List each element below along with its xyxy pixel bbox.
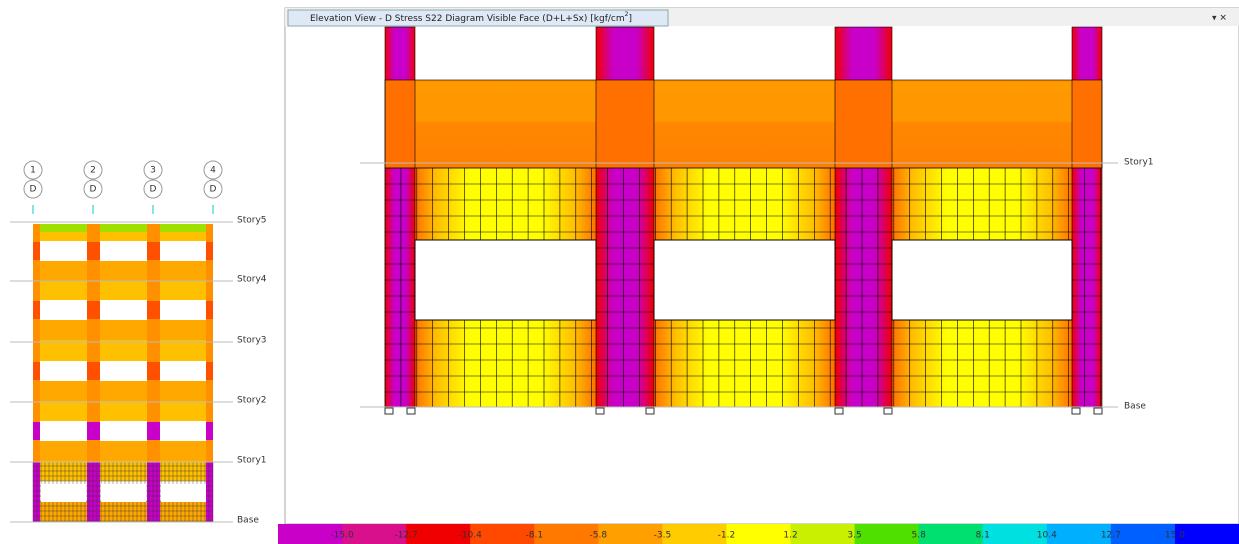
column-joint xyxy=(147,301,160,319)
beam-face xyxy=(654,82,835,122)
column-joint xyxy=(835,80,892,168)
legend-label: 15.0 xyxy=(1165,531,1185,541)
right-view: Story1 Base xyxy=(360,27,1154,414)
grid-line-label: D xyxy=(210,185,217,195)
story-label: Story1 xyxy=(1124,158,1154,168)
column-joint xyxy=(87,362,100,380)
legend-label: 12.7 xyxy=(1101,531,1121,541)
wall-lower xyxy=(415,320,596,407)
legend-label: -10.4 xyxy=(459,531,483,541)
story-label: Story2 xyxy=(237,396,267,406)
opening-band xyxy=(40,361,206,381)
opening xyxy=(101,484,146,502)
column-joint xyxy=(147,422,160,440)
column-joint xyxy=(87,422,100,440)
grid-line-label: D xyxy=(150,185,157,195)
legend-label: 10.4 xyxy=(1037,531,1057,541)
column-joint xyxy=(147,242,160,260)
wall-upper xyxy=(654,168,835,240)
story-label: Base xyxy=(237,516,259,526)
legend-label: 3.5 xyxy=(847,531,861,541)
opening xyxy=(654,240,835,320)
legend-band xyxy=(855,524,920,544)
beam xyxy=(33,320,213,340)
column-joint xyxy=(147,362,160,380)
story-label: Story3 xyxy=(237,336,267,346)
story-label: Base xyxy=(1124,402,1146,412)
legend-label: -5.8 xyxy=(590,531,608,541)
legend-label: -15.0 xyxy=(330,531,354,541)
grid-number: 1 xyxy=(30,166,36,176)
column-joint xyxy=(385,80,415,168)
wall-upper xyxy=(892,168,1072,240)
legend-label: -1.2 xyxy=(718,531,736,541)
opening xyxy=(415,240,596,320)
column-joint xyxy=(206,301,213,319)
screen: Story5 Story4 Story3 Story2 Story1 Base 1 D 2 D 3 D… xyxy=(0,0,1239,544)
legend-label: 5.8 xyxy=(912,531,927,541)
beam xyxy=(33,381,213,401)
grid-line-label: D xyxy=(90,185,97,195)
opening xyxy=(161,484,206,502)
column-joint xyxy=(33,242,40,260)
column-joint xyxy=(206,242,213,260)
column-joint xyxy=(206,362,213,380)
legend-label: -3.5 xyxy=(654,531,672,541)
beam-face xyxy=(892,82,1072,122)
opening xyxy=(41,484,86,502)
beam-face xyxy=(415,82,596,122)
story-label: Story1 xyxy=(237,456,267,466)
column-joint xyxy=(1072,80,1102,168)
grid-number: 4 xyxy=(210,166,216,176)
wall-upper xyxy=(415,168,596,240)
legend-band xyxy=(791,524,856,544)
wall-lower xyxy=(892,320,1072,407)
legend-band xyxy=(726,524,791,544)
page: Story5 Story4 Story3 Story2 Story1 Base 1 D 2 D 3 D… xyxy=(0,0,1239,544)
roof xyxy=(33,224,213,232)
column-joint xyxy=(33,301,40,319)
column-joint xyxy=(33,362,40,380)
column-joint xyxy=(87,301,100,319)
grid-line-label: D xyxy=(30,185,37,195)
grid-number: 3 xyxy=(150,166,156,176)
beam xyxy=(33,261,213,281)
left-view: Story5 Story4 Story3 Story2 Story1 Base 1 D 2 D 3 D… xyxy=(10,161,267,526)
column-joint xyxy=(206,422,213,440)
wall-lower xyxy=(654,320,835,407)
legend-label: -12.7 xyxy=(394,531,417,541)
opening-band xyxy=(40,241,206,261)
story-label: Story4 xyxy=(237,275,267,285)
story-label: Story5 xyxy=(237,216,267,226)
legend: -15.0 -12.7 -10.4 -8.1 -5.8 -3.5 -1.2 1.2 3.5 5.8… xyxy=(278,524,1239,544)
legend-label: 8.1 xyxy=(976,531,990,541)
opening xyxy=(892,240,1072,320)
grid-number: 2 xyxy=(90,166,96,176)
menu-button[interactable]: ▾ ✕ xyxy=(1212,14,1227,24)
opening-band xyxy=(40,421,206,441)
legend-label: 1.2 xyxy=(783,531,797,541)
column-joint xyxy=(596,80,654,168)
beam xyxy=(33,441,213,461)
column-joint xyxy=(87,242,100,260)
legend-label: -8.1 xyxy=(525,531,543,541)
column-joint xyxy=(33,422,40,440)
opening-band xyxy=(40,300,206,320)
legend-band xyxy=(919,524,984,544)
